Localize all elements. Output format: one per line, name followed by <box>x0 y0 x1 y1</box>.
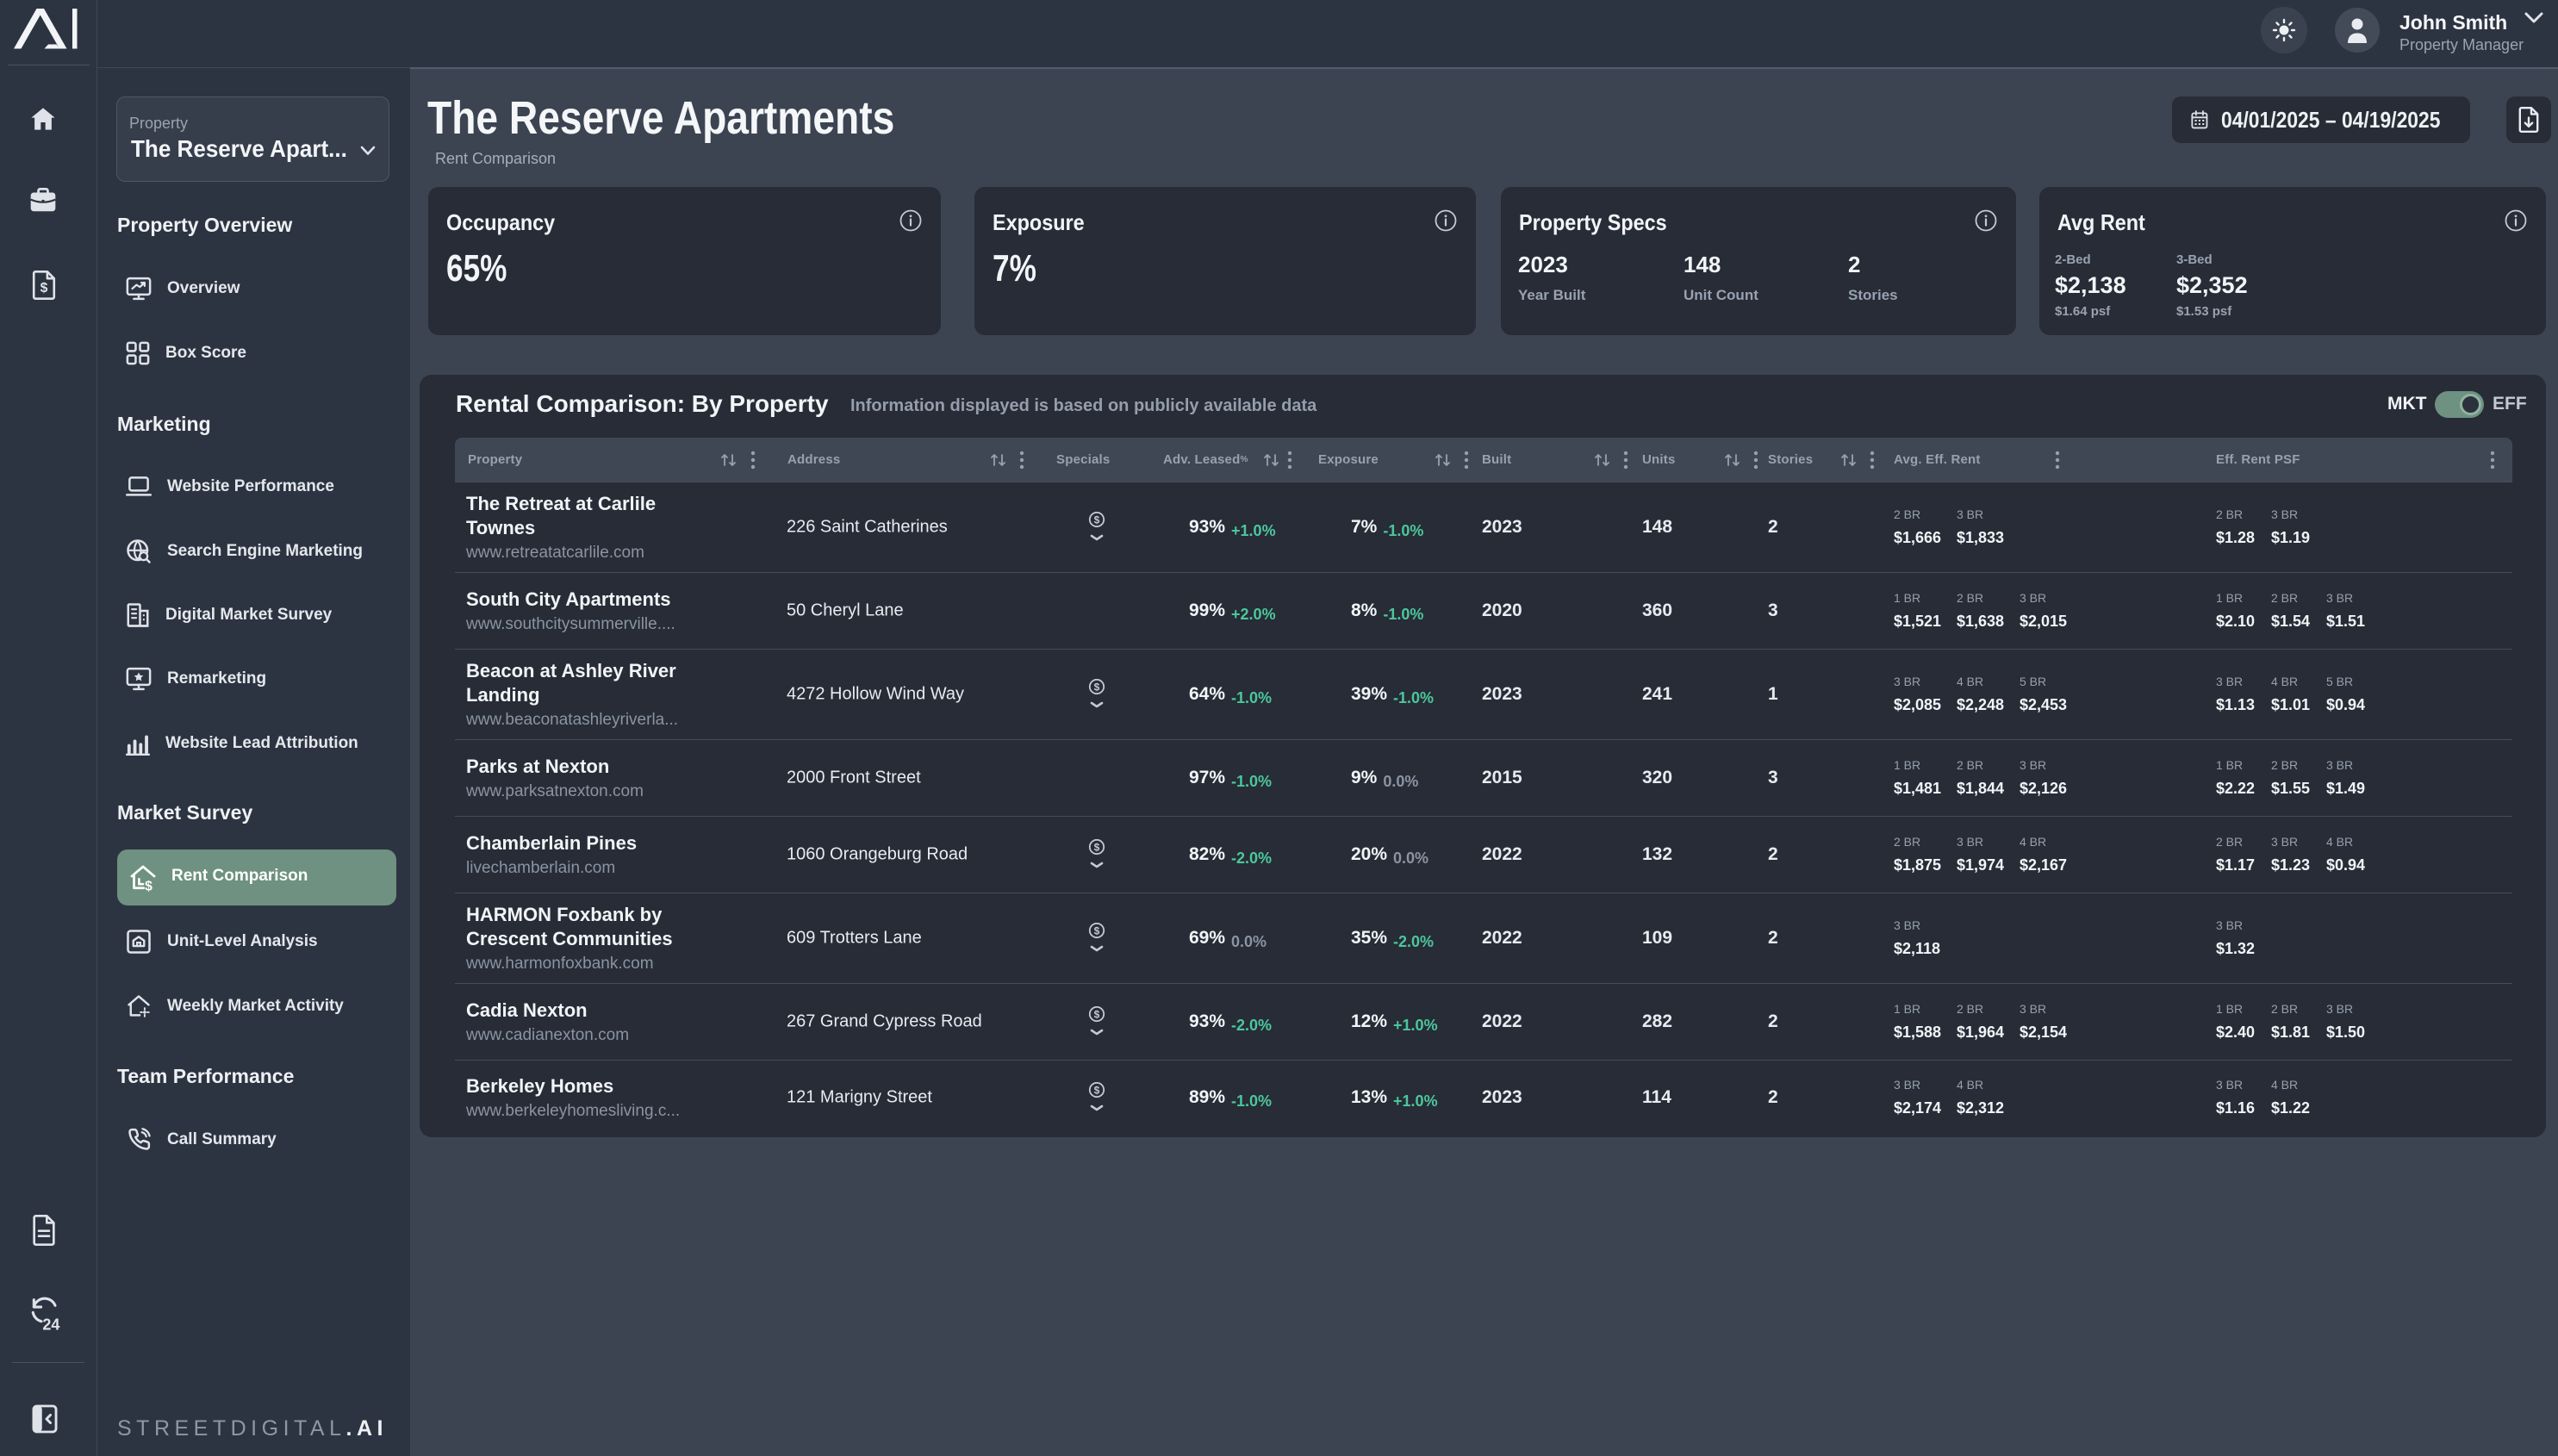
svg-text:$: $ <box>145 879 152 893</box>
svg-text:24: 24 <box>42 1316 59 1330</box>
svg-text:$: $ <box>1094 925 1100 937</box>
svg-text:$: $ <box>1094 1085 1100 1097</box>
svg-text:$: $ <box>1094 514 1100 526</box>
svg-text:$: $ <box>40 281 48 296</box>
svg-text:$: $ <box>1094 681 1100 694</box>
svg-text:$: $ <box>1094 1009 1100 1021</box>
svg-text:$: $ <box>1094 842 1100 854</box>
